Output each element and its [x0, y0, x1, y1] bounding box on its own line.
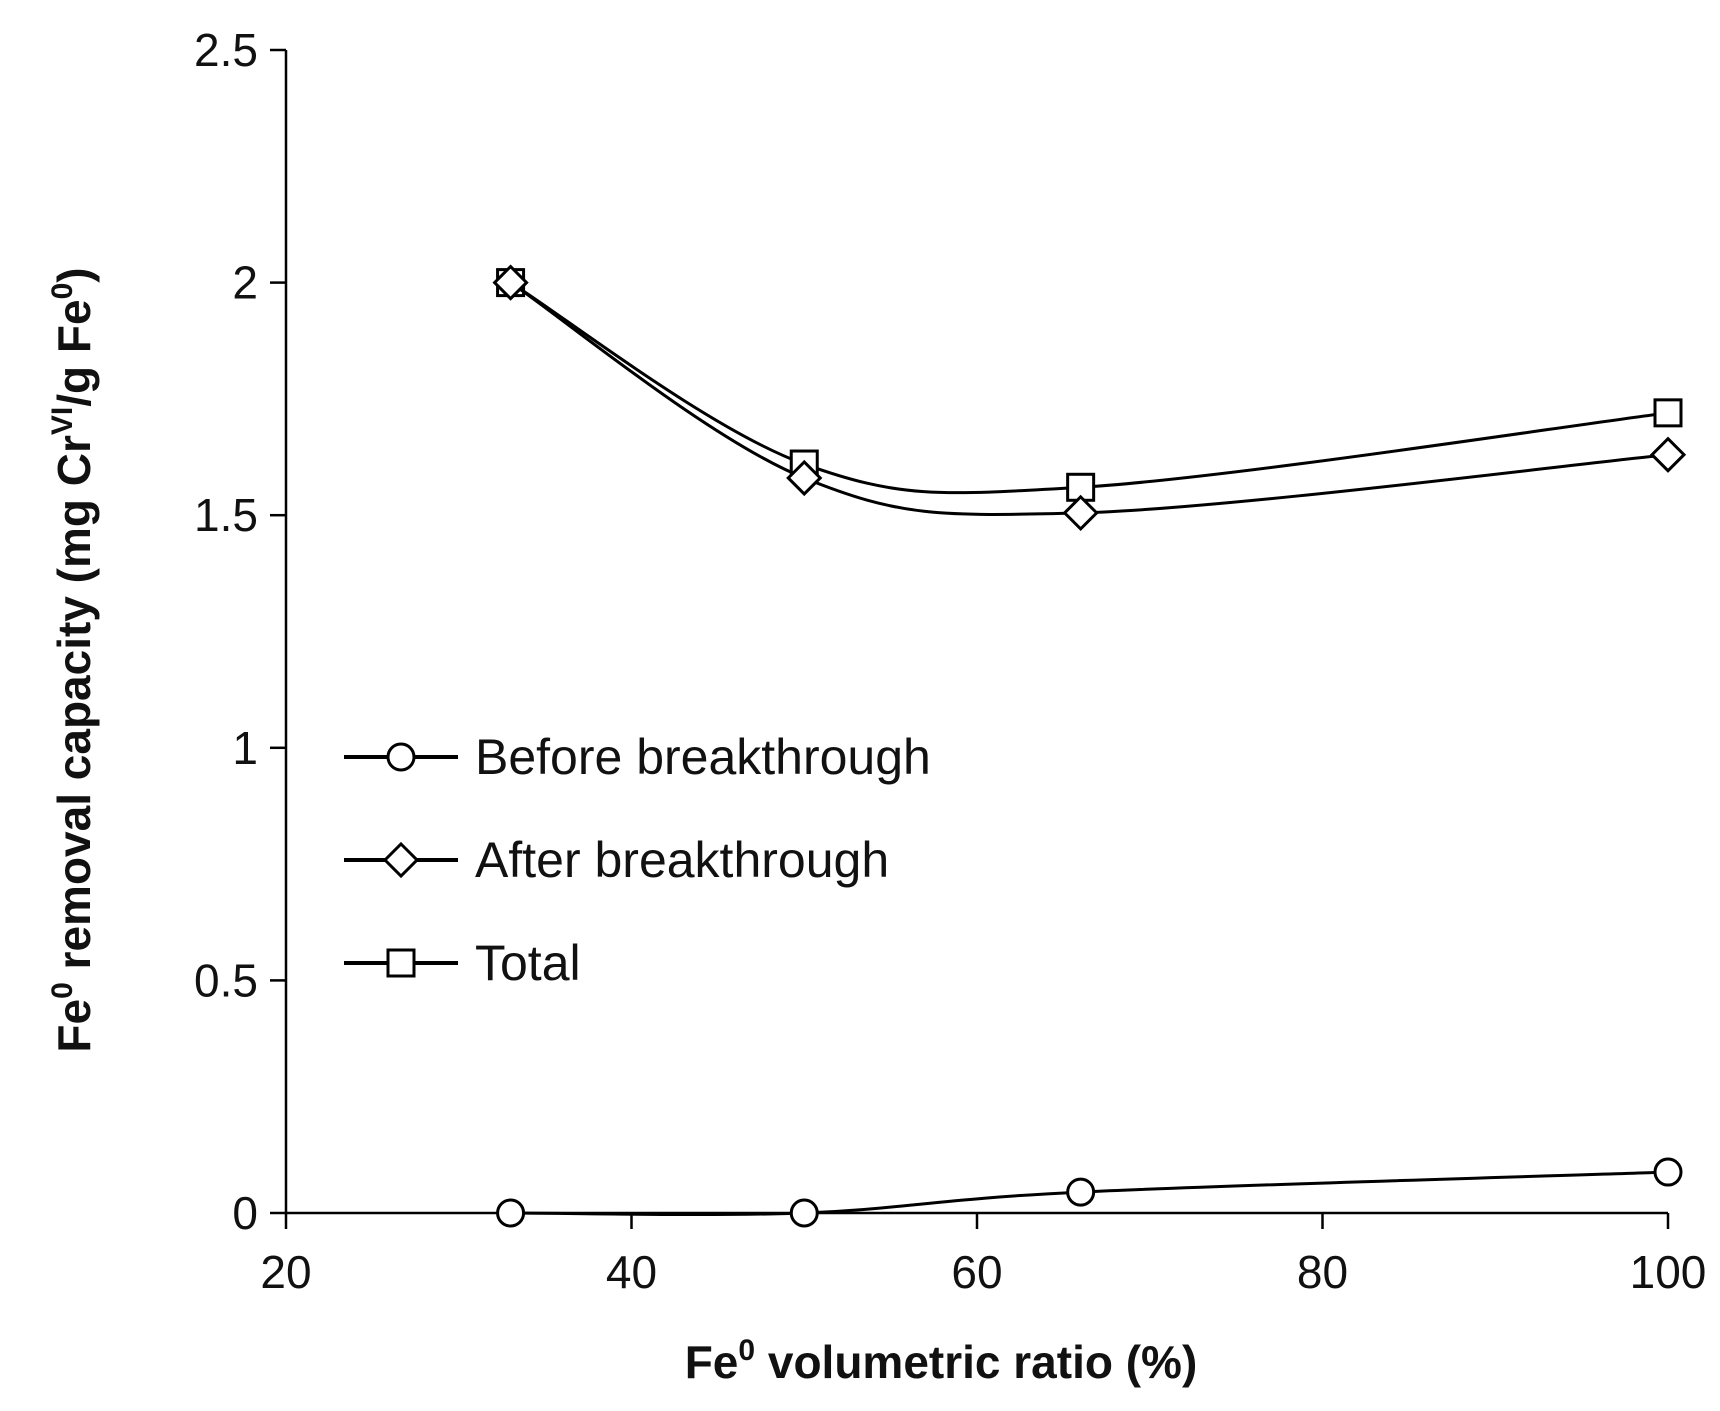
x-tick-label: 20: [260, 1246, 311, 1298]
x-tick-label: 80: [1297, 1246, 1348, 1298]
y-tick-label: 1.5: [194, 489, 258, 541]
x-tick-label: 60: [951, 1246, 1002, 1298]
y-tick-label: 2.5: [194, 24, 258, 76]
diamond-marker: [492, 264, 529, 301]
x-tick-label: 40: [606, 1246, 657, 1298]
y-tick-label: 2: [232, 257, 258, 309]
circle-marker: [1653, 1157, 1683, 1187]
series-after-breakthrough: [492, 264, 1687, 531]
diamond-marker: [1062, 494, 1099, 531]
diamond-marker: [1649, 436, 1687, 473]
legend-circle-marker: [386, 742, 416, 772]
y-tick-label: 0: [232, 1187, 258, 1239]
x-axis-title: Fe0 volumetric ratio (%): [685, 1334, 1198, 1388]
legend-diamond-marker: [382, 841, 420, 879]
series-total: [496, 268, 1683, 502]
axes: [284, 50, 1668, 1215]
diamond-marker: [786, 459, 823, 497]
y-axis-title: Fe0 removal capacity (mg CrVI/g Fe0): [46, 267, 100, 1052]
x-tick-label: 100: [1630, 1246, 1707, 1298]
square-marker: [1653, 398, 1683, 428]
y-tick-label: 0.5: [194, 954, 258, 1006]
legend-item: Before breakthrough: [344, 729, 931, 785]
circle-marker: [789, 1198, 819, 1228]
legend-item: Total: [344, 935, 581, 991]
legend-item: After breakthrough: [344, 832, 889, 888]
series: [492, 264, 1687, 1228]
ticks: 0 0.5 1 1.5 2 2.5 20 40 60 80 100: [194, 24, 1706, 1298]
series-line: [509, 281, 1669, 516]
legend-label: After breakthrough: [475, 832, 889, 888]
legend-square-marker: [386, 948, 416, 978]
circle-marker: [496, 1198, 526, 1228]
legend-label: Before breakthrough: [475, 729, 931, 785]
legend: Before breakthrough After breakthrough Tot…: [344, 729, 931, 991]
y-tick-label: 1: [232, 722, 258, 774]
series-before-breakthrough: [496, 1157, 1683, 1228]
series-line: [510, 1170, 1669, 1217]
series-line: [509, 281, 1669, 495]
legend-label: Total: [475, 935, 581, 991]
circle-marker: [1066, 1177, 1096, 1207]
